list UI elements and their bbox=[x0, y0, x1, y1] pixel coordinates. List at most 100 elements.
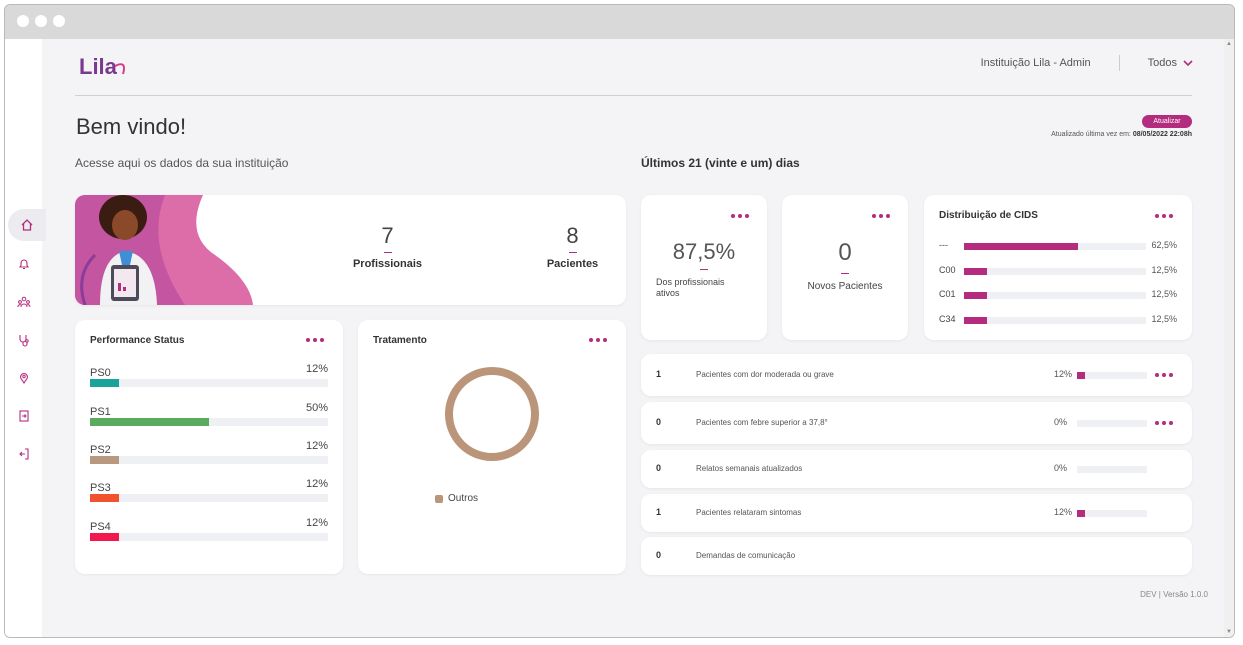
period-title: Últimos 21 (vinte e um) dias bbox=[641, 156, 800, 170]
filter-label: Todos bbox=[1147, 57, 1177, 69]
active-professionals-menu-icon[interactable] bbox=[731, 214, 749, 220]
window-close-dot[interactable] bbox=[17, 15, 29, 27]
legend-swatch bbox=[435, 494, 443, 503]
last-update-info: Atualizado última vez em: 08/05/2022 22:… bbox=[1051, 131, 1192, 138]
logout-icon[interactable] bbox=[11, 441, 37, 467]
metric-row-bar-track bbox=[1077, 510, 1147, 517]
new-patients-card: 0 Novos Pacientes bbox=[782, 195, 908, 340]
new-patients-label: Novos Pacientes bbox=[807, 281, 883, 292]
export-icon[interactable] bbox=[11, 403, 37, 429]
performance-menu-icon[interactable] bbox=[306, 338, 324, 344]
scroll-up-icon[interactable]: ▲ bbox=[1226, 41, 1232, 47]
cid-row-name: C34 bbox=[939, 314, 956, 324]
performance-bar-fill bbox=[90, 418, 209, 426]
active-professionals-label: Dos profissionais ativos bbox=[656, 277, 725, 298]
hero-card: 7 Profissionais 8 Pacientes bbox=[75, 195, 626, 305]
cid-row-name: --- bbox=[939, 240, 948, 250]
new-patients-menu-icon[interactable] bbox=[872, 214, 890, 220]
bell-icon[interactable] bbox=[11, 251, 37, 277]
cid-bar-track bbox=[964, 243, 1146, 250]
donut-slice-outros bbox=[445, 367, 539, 461]
treatment-legend: Outros bbox=[435, 493, 478, 504]
metric-row-bar-track bbox=[1077, 420, 1147, 427]
metric-row-menu-icon[interactable] bbox=[1155, 421, 1173, 427]
performance-row: PS2 12% bbox=[90, 440, 328, 464]
active-professionals-dash bbox=[700, 269, 708, 270]
performance-row: PS1 50% bbox=[90, 402, 328, 426]
metric-row: 1 Pacientes relataram sintomas 12% bbox=[641, 494, 1192, 532]
performance-bar-track bbox=[90, 456, 328, 464]
metric-row-count: 1 bbox=[656, 507, 662, 517]
cids-title: Distribuição de CIDS bbox=[939, 210, 1038, 221]
topbar-divider bbox=[1118, 55, 1120, 71]
performance-bar-fill bbox=[90, 494, 119, 502]
cid-bar-fill bbox=[964, 292, 987, 299]
cid-bar-track bbox=[964, 317, 1146, 324]
cids-card: Distribuição de CIDS --- 62,5% C00 12,5% C01… bbox=[924, 195, 1192, 340]
location-icon[interactable] bbox=[11, 365, 37, 391]
cids-menu-icon[interactable] bbox=[1155, 214, 1173, 220]
home-icon[interactable] bbox=[8, 209, 46, 241]
filter-dropdown[interactable]: Todos bbox=[1148, 57, 1193, 69]
update-button[interactable]: Atualizar bbox=[1142, 115, 1192, 128]
metric-row-pct: 12% bbox=[1054, 507, 1073, 517]
cid-row-name: C01 bbox=[939, 289, 956, 299]
topbar-right: Instituição Lila - Admin Todos bbox=[981, 55, 1193, 71]
metric-row-bar-fill bbox=[1077, 510, 1086, 517]
scrollbar[interactable]: ▲ ▼ bbox=[1224, 39, 1234, 637]
window-titlebar bbox=[5, 5, 1234, 39]
doctor-illustration bbox=[75, 195, 253, 305]
cid-row: C01 12,5% bbox=[939, 289, 1177, 303]
performance-row-name: PS0 bbox=[90, 367, 111, 379]
svg-text:Lila: Lila bbox=[79, 54, 118, 79]
metric-row: 0 Demandas de comunicação bbox=[641, 537, 1192, 575]
metric-row-pct: 12% bbox=[1054, 369, 1073, 379]
legend-label: Outros bbox=[448, 493, 479, 504]
performance-bar-track bbox=[90, 494, 328, 502]
last-update-date: 08/05/2022 22:08h bbox=[1132, 131, 1192, 138]
metric-row-count: 0 bbox=[656, 417, 662, 427]
patients-label: Pacientes bbox=[546, 258, 599, 270]
scroll-down-icon[interactable]: ▼ bbox=[1226, 629, 1232, 635]
cid-bar-fill bbox=[964, 268, 987, 275]
active-professionals-value: 87,5% bbox=[672, 239, 736, 264]
patients-dash bbox=[568, 252, 577, 253]
metric-row: 0 Pacientes com febre superior a 37,8° 0% bbox=[641, 402, 1192, 444]
lila-logo[interactable]: Lila bbox=[77, 52, 129, 87]
metric-row-text: Demandas de comunicação bbox=[696, 551, 796, 560]
professionals-dash bbox=[383, 252, 392, 253]
performance-title: Performance Status bbox=[90, 335, 185, 346]
cid-row-pct: 12,5% bbox=[1151, 289, 1177, 299]
page-subtitle: Acesse aqui os dados da sua instituição bbox=[75, 156, 289, 170]
performance-row-name: PS4 bbox=[90, 521, 111, 533]
metric-row: 1 Pacientes com dor moderada ou grave 12% bbox=[641, 354, 1192, 396]
window-minimize-dot[interactable] bbox=[35, 15, 47, 27]
metric-row-pct: 0% bbox=[1054, 463, 1068, 473]
metric-row: 0 Relatos semanais atualizados 0% bbox=[641, 450, 1192, 488]
last-update-prefix: Atualizado última vez em: bbox=[1051, 131, 1131, 138]
performance-card: Performance Status PS0 12% PS1 50% PS2 12% PS3… bbox=[75, 320, 343, 574]
cid-row: --- 62,5% bbox=[939, 240, 1177, 254]
new-patients-value: 0 bbox=[838, 239, 852, 266]
metric-row-bar-track bbox=[1077, 466, 1147, 473]
performance-row-name: PS2 bbox=[90, 444, 111, 456]
window-maximize-dot[interactable] bbox=[53, 15, 65, 27]
cid-row-pct: 12,5% bbox=[1151, 265, 1177, 275]
performance-row: PS0 12% bbox=[90, 363, 328, 387]
performance-bar-fill bbox=[90, 379, 119, 387]
performance-row-pct: 12% bbox=[305, 478, 328, 490]
stethoscope-icon[interactable] bbox=[11, 327, 37, 353]
metric-row-menu-icon[interactable] bbox=[1155, 373, 1173, 379]
professionals-stat: 7 Profissionais bbox=[345, 223, 430, 270]
page-title: Bem vindo! bbox=[76, 114, 187, 139]
performance-row-pct: 12% bbox=[305, 363, 328, 375]
treatment-menu-icon[interactable] bbox=[589, 338, 607, 344]
metric-row-pct: 0% bbox=[1054, 417, 1068, 427]
version-footer: DEV | Versão 1.0.0 bbox=[1140, 590, 1208, 599]
patients-stat: 8 Pacientes bbox=[530, 223, 615, 270]
cid-row: C34 12,5% bbox=[939, 314, 1177, 328]
active-professionals-card: 87,5% Dos profissionais ativos bbox=[641, 195, 767, 340]
users-icon[interactable] bbox=[11, 289, 37, 315]
metric-row-text: Pacientes com febre superior a 37,8° bbox=[696, 418, 828, 427]
professionals-label: Profissionais bbox=[352, 258, 423, 270]
